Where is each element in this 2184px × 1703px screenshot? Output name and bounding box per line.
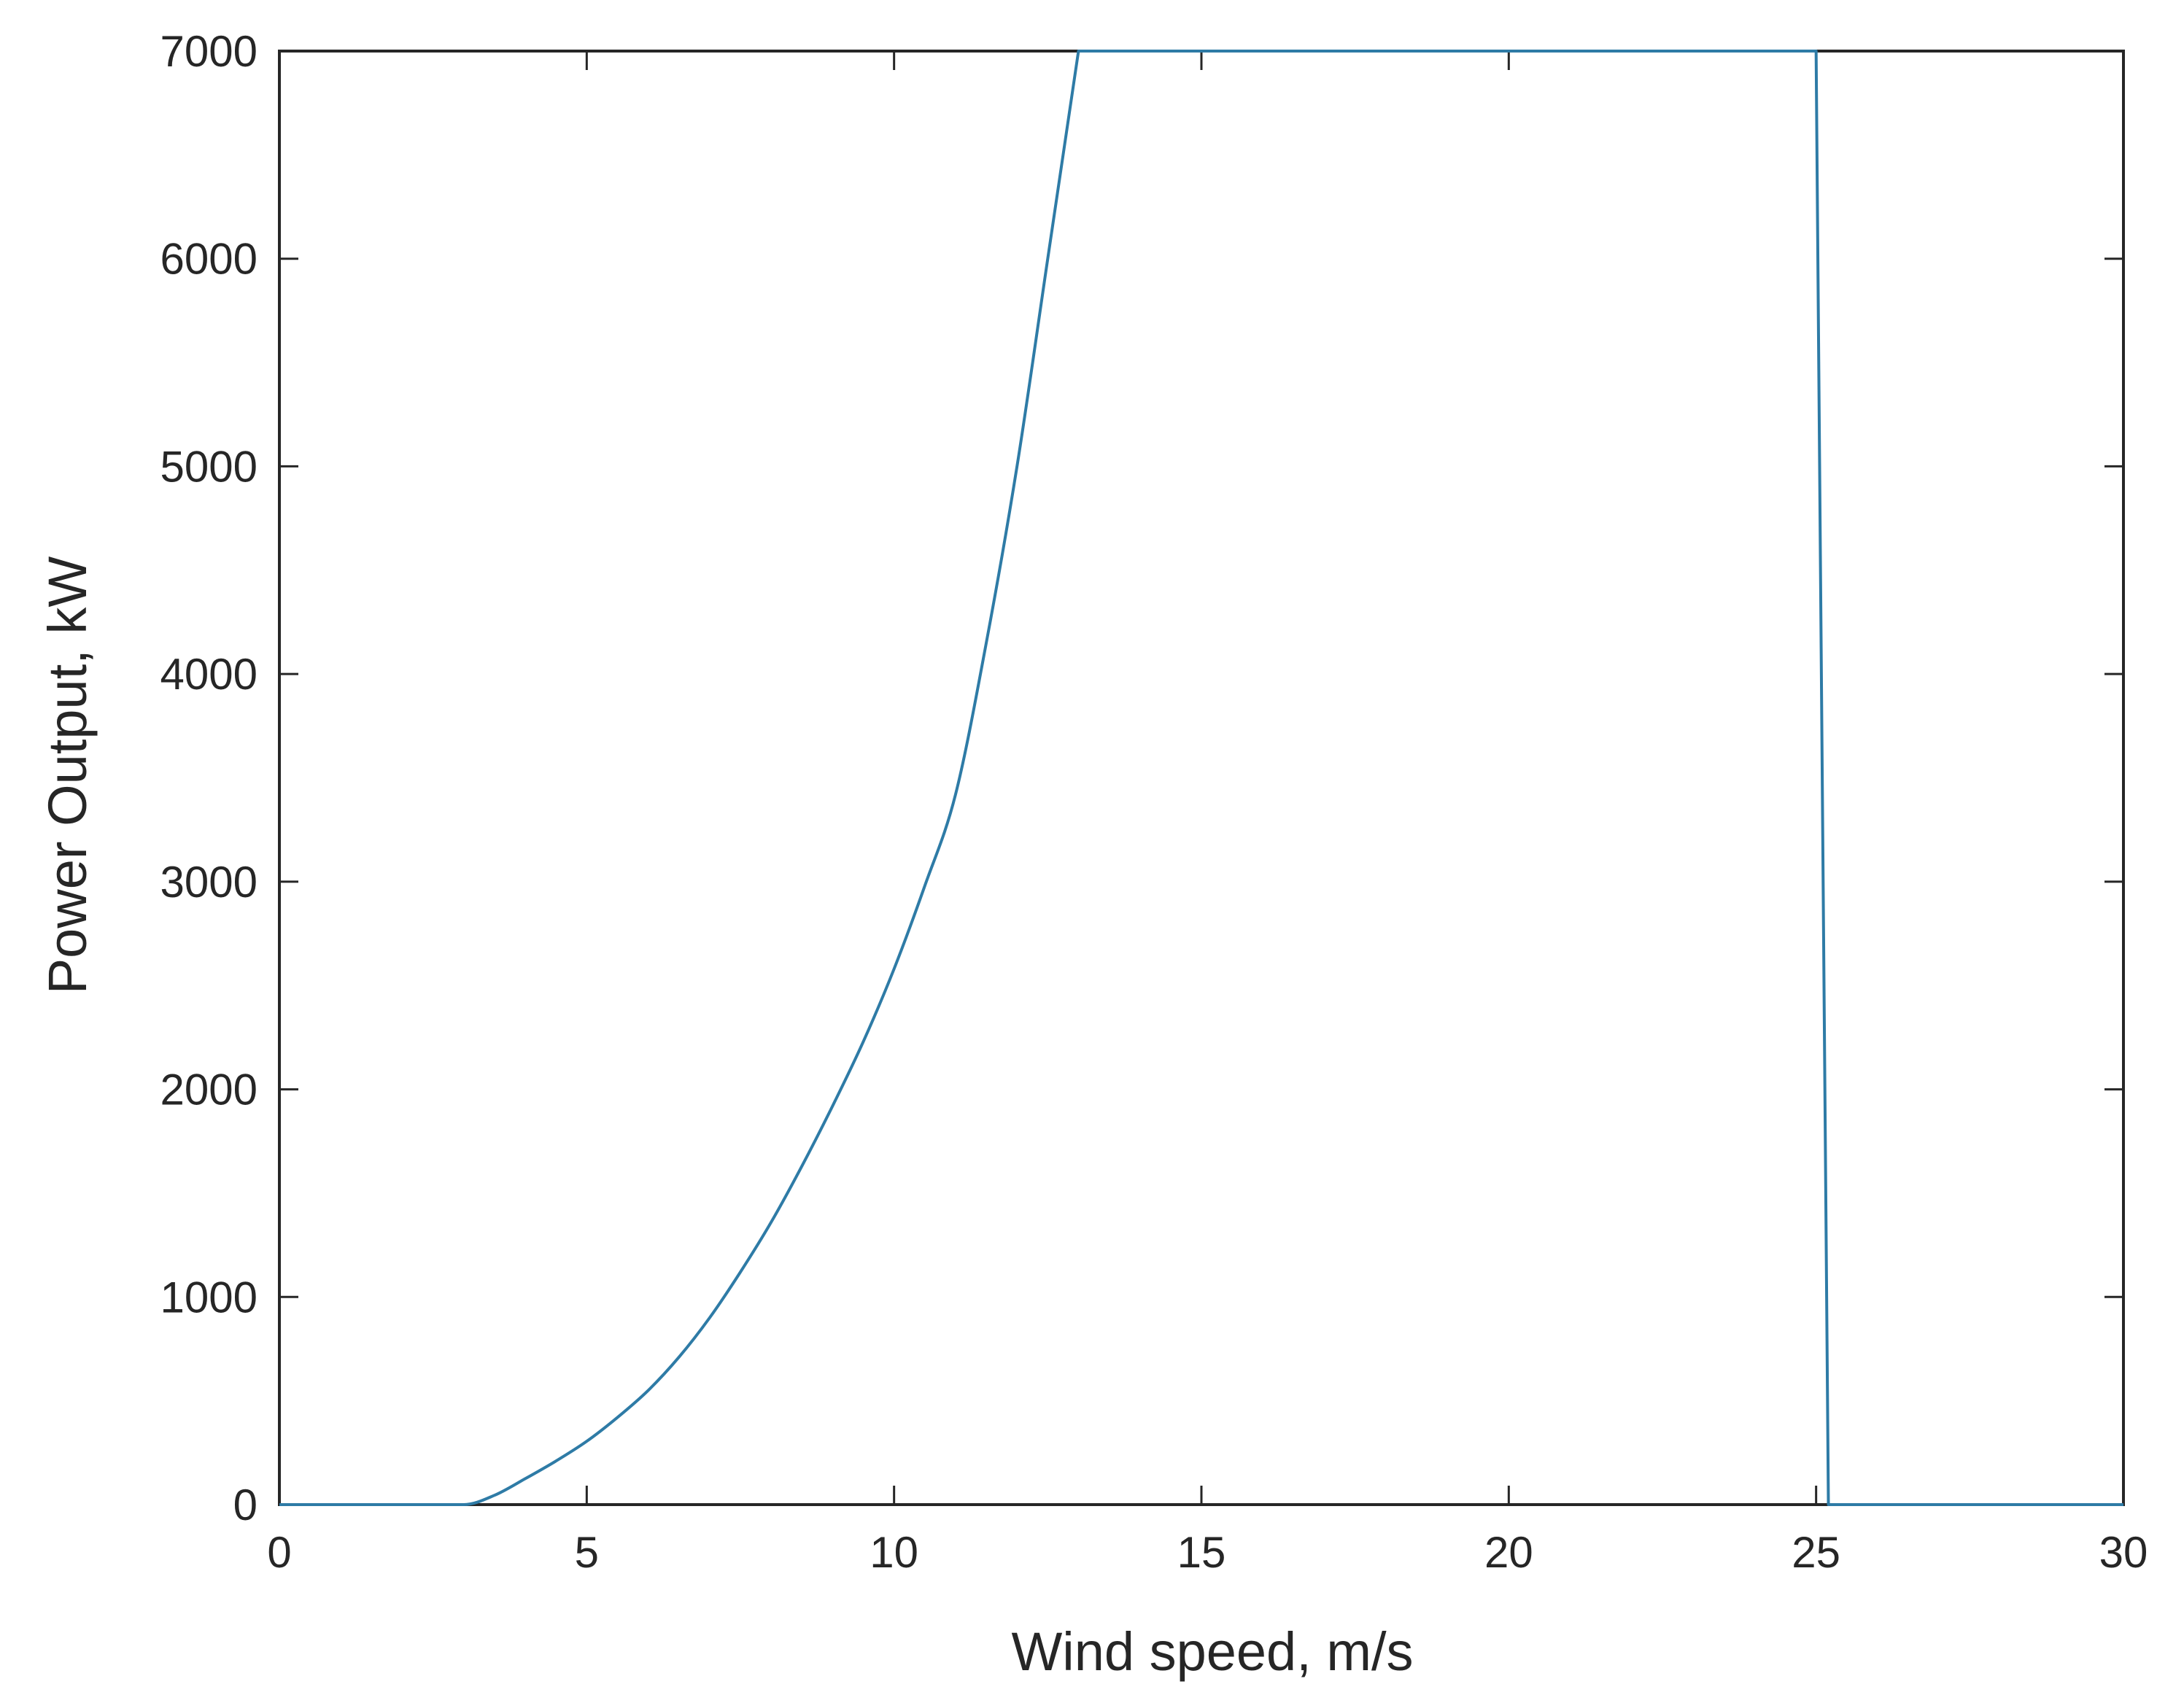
y-tick-label: 2000 [160, 1066, 257, 1114]
y-tick-label: 6000 [160, 235, 257, 284]
y-tick-label: 4000 [160, 650, 257, 699]
series-layer [279, 50, 2123, 1506]
power-curve-line [279, 50, 2123, 1506]
plot-area [278, 50, 2125, 1506]
y-tick-label: 1000 [160, 1273, 257, 1322]
y-axis-ticks: 0 1000 2000 3000 4000 5000 6000 7000 [160, 27, 2123, 1529]
x-axis-label: Wind speed, m/s [1011, 1621, 1413, 1682]
x-tick-label: 5 [575, 1528, 599, 1577]
x-tick-label: 30 [2099, 1528, 2148, 1577]
x-axis-ticks: 0 5 10 15 20 25 30 [267, 51, 2148, 1577]
y-tick-label: 0 [233, 1481, 257, 1529]
y-tick-label: 7000 [160, 27, 257, 76]
axes-box [278, 50, 2125, 1506]
x-tick-label: 0 [267, 1528, 291, 1577]
x-tick-label: 10 [870, 1528, 918, 1577]
x-tick-label: 20 [1484, 1528, 1533, 1577]
y-tick-label: 5000 [160, 442, 257, 491]
x-tick-label: 25 [1792, 1528, 1840, 1577]
y-tick-label: 3000 [160, 858, 257, 907]
y-axis-label: Power Output, kW [37, 556, 98, 995]
x-tick-label: 15 [1177, 1528, 1226, 1577]
